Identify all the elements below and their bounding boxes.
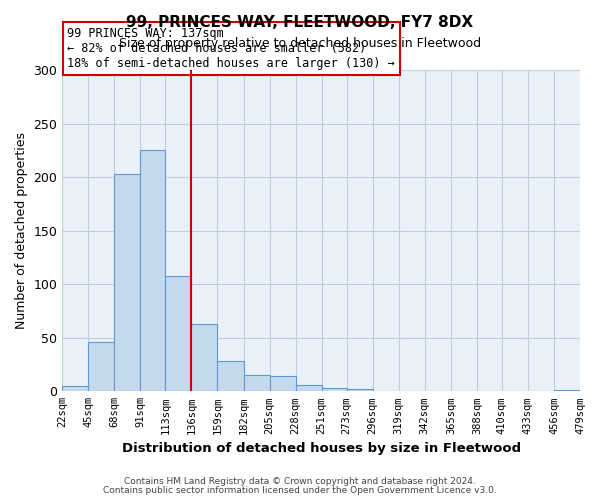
- Bar: [140, 150, 166, 392]
- Text: Contains public sector information licensed under the Open Government Licence v3: Contains public sector information licen…: [103, 486, 497, 495]
- Bar: [322, 388, 347, 392]
- Bar: [296, 385, 322, 392]
- Text: 99 PRINCES WAY: 137sqm
← 82% of detached houses are smaller (582)
18% of semi-de: 99 PRINCES WAY: 137sqm ← 82% of detached…: [67, 27, 395, 70]
- Text: 99, PRINCES WAY, FLEETWOOD, FY7 8DX: 99, PRINCES WAY, FLEETWOOD, FY7 8DX: [127, 15, 473, 30]
- Text: Size of property relative to detached houses in Fleetwood: Size of property relative to detached ho…: [119, 38, 481, 51]
- Bar: [191, 324, 217, 392]
- Y-axis label: Number of detached properties: Number of detached properties: [15, 132, 28, 329]
- X-axis label: Distribution of detached houses by size in Fleetwood: Distribution of detached houses by size …: [122, 442, 521, 455]
- Bar: [166, 276, 191, 392]
- Bar: [347, 389, 373, 392]
- Bar: [244, 375, 269, 392]
- Bar: [217, 362, 244, 392]
- Bar: [554, 390, 580, 392]
- Bar: [115, 174, 140, 392]
- Bar: [62, 386, 88, 392]
- Bar: [269, 376, 296, 392]
- Text: Contains HM Land Registry data © Crown copyright and database right 2024.: Contains HM Land Registry data © Crown c…: [124, 477, 476, 486]
- Bar: [88, 342, 115, 392]
